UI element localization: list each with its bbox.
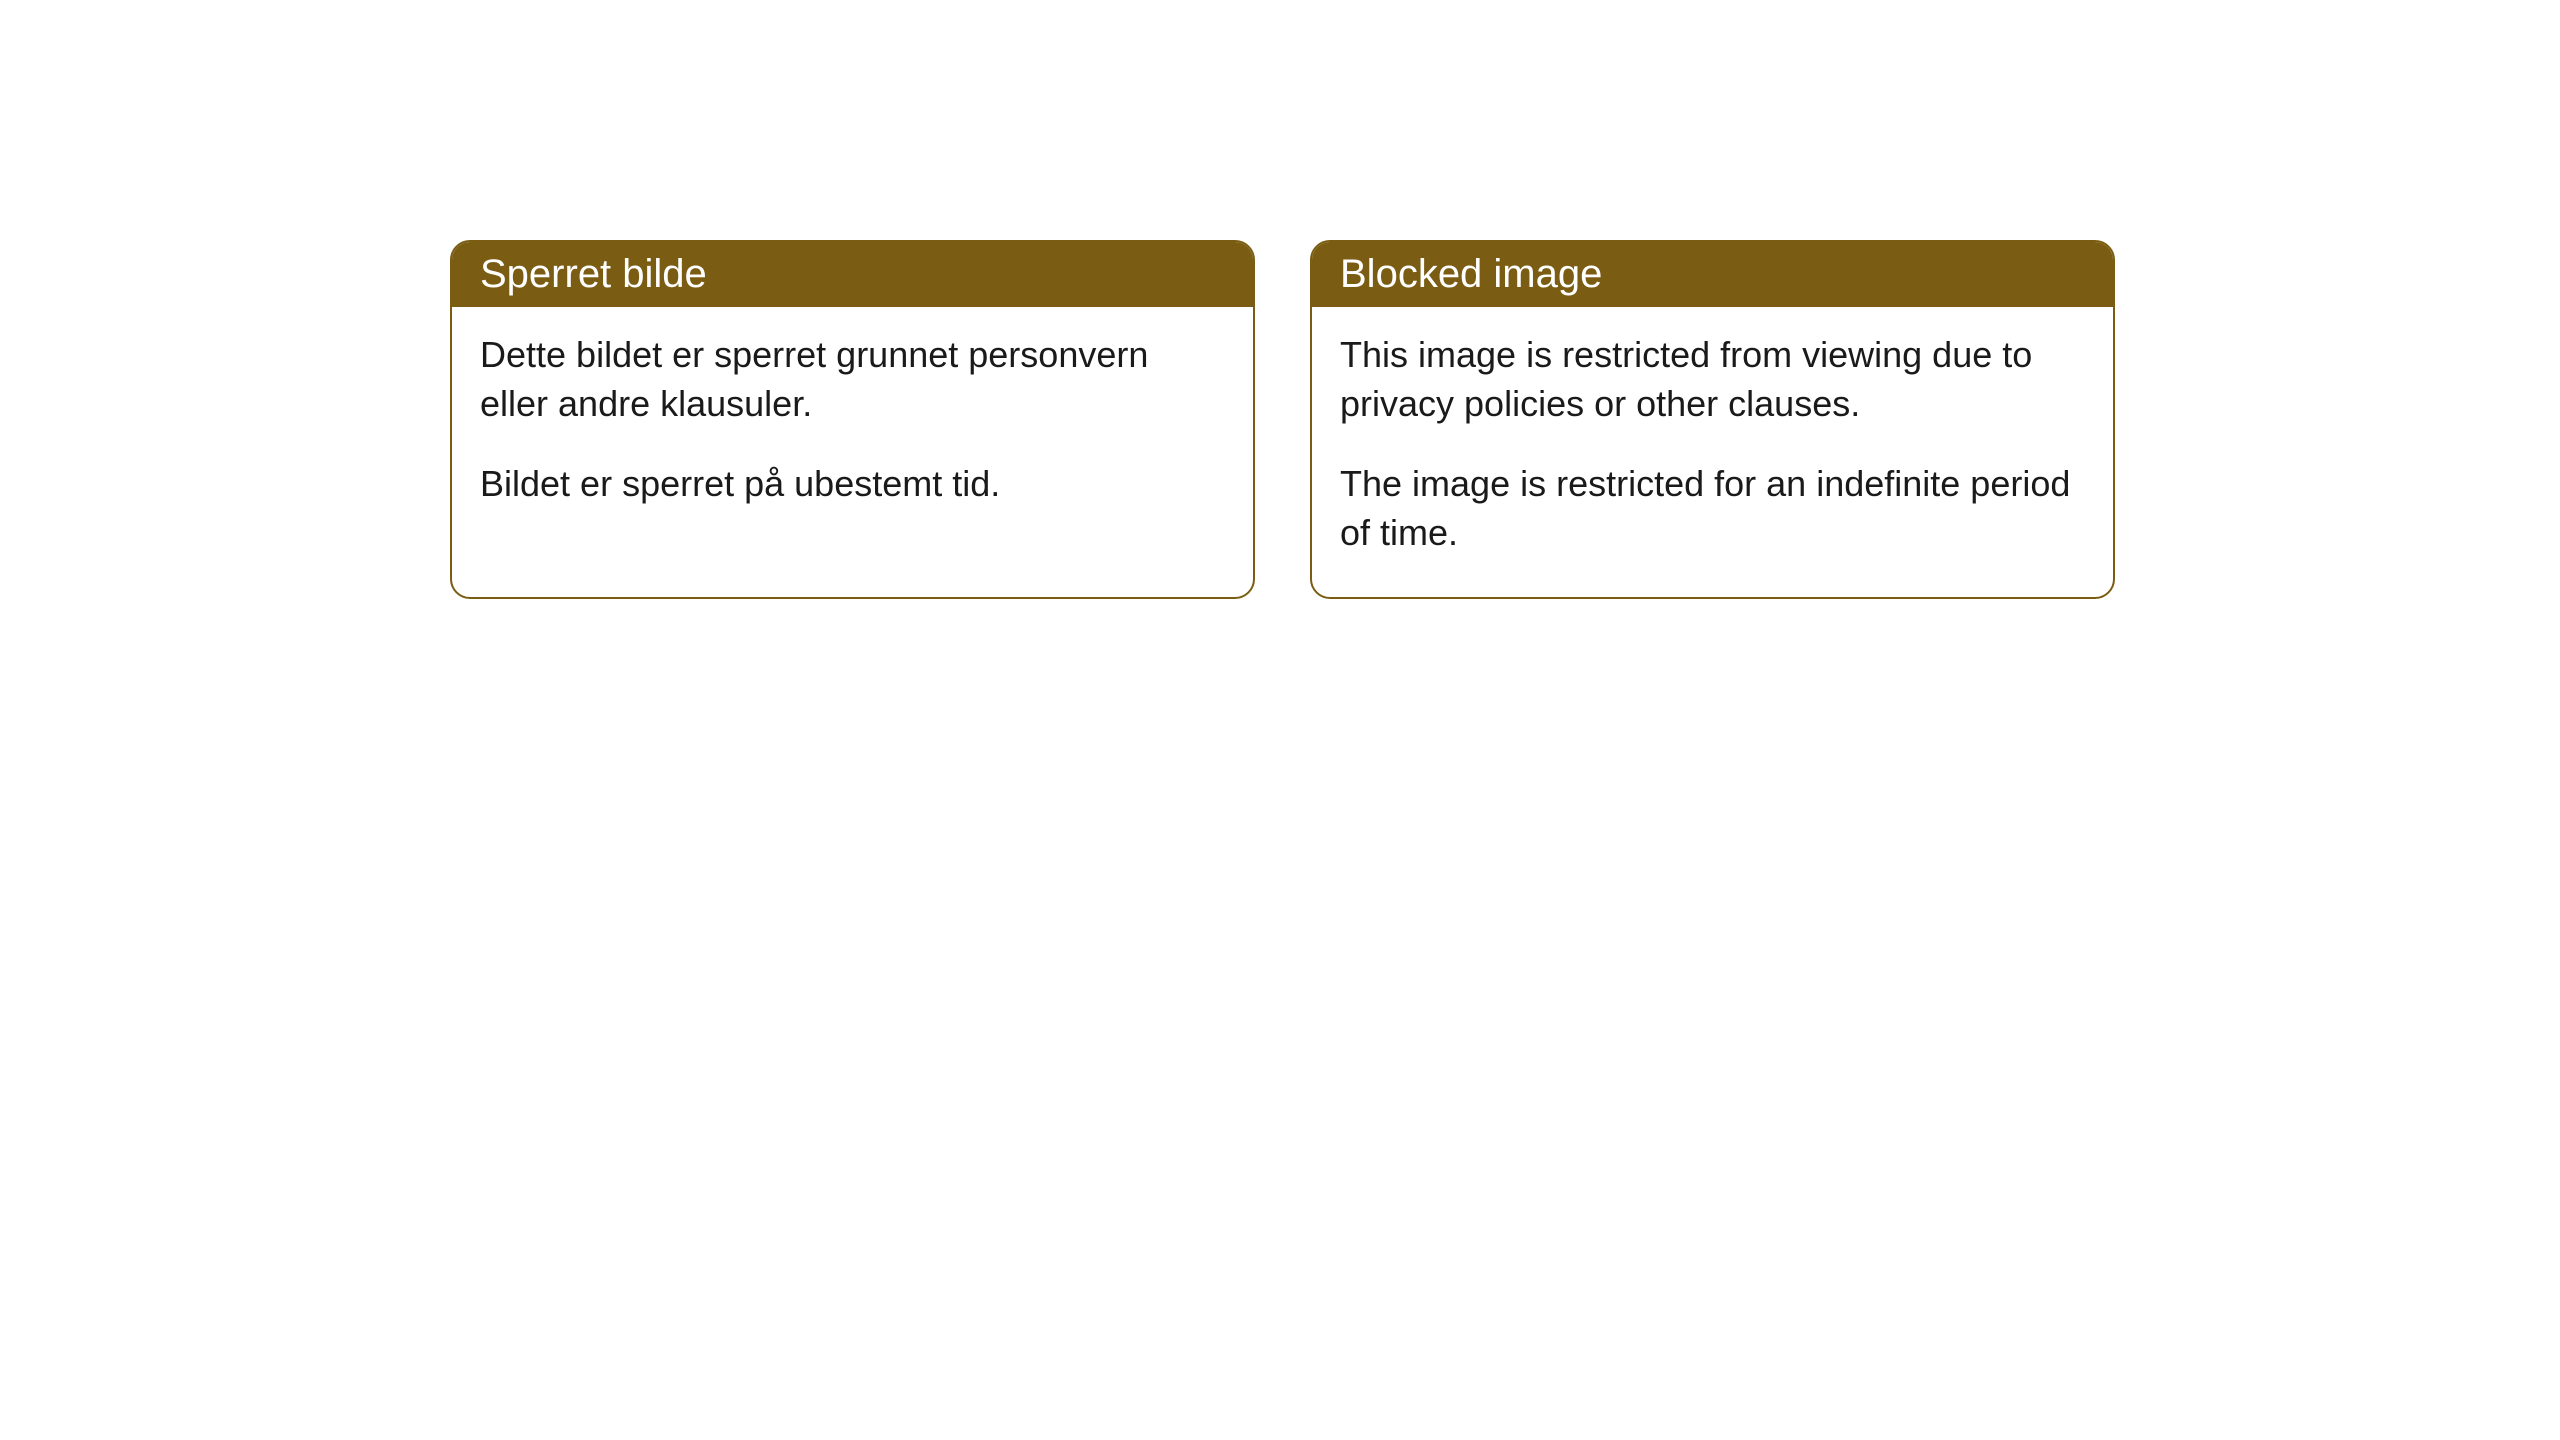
card-paragraph: Bildet er sperret på ubestemt tid. — [480, 460, 1225, 509]
card-body: This image is restricted from viewing du… — [1312, 307, 2113, 597]
blocked-image-card-en: Blocked image This image is restricted f… — [1310, 240, 2115, 599]
card-header: Blocked image — [1312, 242, 2113, 307]
card-header: Sperret bilde — [452, 242, 1253, 307]
blocked-image-card-no: Sperret bilde Dette bildet er sperret gr… — [450, 240, 1255, 599]
card-title: Blocked image — [1340, 252, 1602, 296]
card-paragraph: This image is restricted from viewing du… — [1340, 331, 2085, 428]
card-paragraph: Dette bildet er sperret grunnet personve… — [480, 331, 1225, 428]
card-title: Sperret bilde — [480, 252, 707, 296]
card-body: Dette bildet er sperret grunnet personve… — [452, 307, 1253, 549]
notice-cards-container: Sperret bilde Dette bildet er sperret gr… — [450, 240, 2115, 599]
card-paragraph: The image is restricted for an indefinit… — [1340, 460, 2085, 557]
